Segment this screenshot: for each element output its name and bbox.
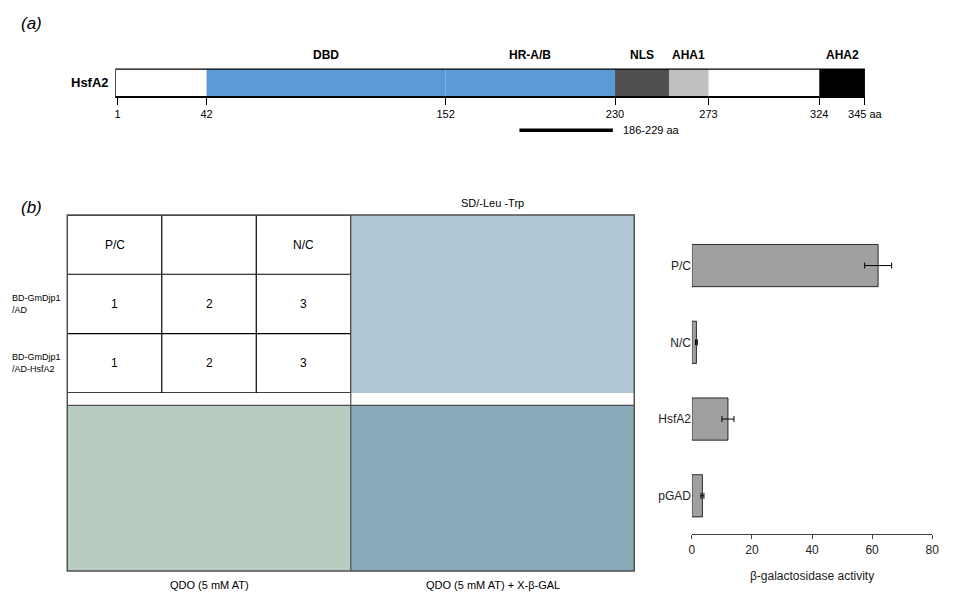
svg-text:β-galactosidase activity: β-galactosidase activity	[750, 569, 874, 583]
svg-text:42: 42	[200, 108, 212, 120]
svg-text:QDO (5 mM AT) + X-β-GAL: QDO (5 mM AT) + X-β-GAL	[426, 579, 560, 591]
svg-text:N/C: N/C	[293, 238, 314, 252]
svg-text:152: 152	[436, 108, 454, 120]
svg-text:1: 1	[111, 356, 118, 370]
svg-text:324: 324	[810, 108, 828, 120]
svg-text:P/C: P/C	[671, 259, 691, 273]
svg-text:AHA1: AHA1	[672, 48, 705, 62]
svg-text:HsfA2: HsfA2	[658, 412, 691, 426]
svg-text:BD-GmDjp1/AD: BD-GmDjp1/AD	[12, 293, 61, 315]
svg-text:SD/-Leu -Trp: SD/-Leu -Trp	[461, 197, 524, 209]
svg-text:1: 1	[111, 297, 118, 311]
svg-text:1: 1	[114, 108, 120, 120]
svg-text:pGAD: pGAD	[658, 489, 691, 503]
svg-text:AHA2: AHA2	[826, 48, 859, 62]
svg-text:3: 3	[300, 297, 307, 311]
svg-text:60: 60	[865, 543, 879, 557]
svg-text:NLS: NLS	[630, 48, 654, 62]
svg-text:20: 20	[745, 543, 759, 557]
svg-text:N/C: N/C	[670, 336, 691, 350]
svg-text:345 aa: 345 aa	[848, 108, 883, 120]
svg-text:0: 0	[689, 543, 696, 557]
svg-text:186-229 aa: 186-229 aa	[623, 124, 680, 136]
svg-text:QDO (5 mM AT): QDO (5 mM AT)	[170, 579, 249, 591]
svg-text:3: 3	[300, 356, 307, 370]
svg-text:(a): (a)	[21, 14, 42, 33]
svg-text:230: 230	[606, 108, 624, 120]
svg-text:P/C: P/C	[105, 238, 125, 252]
svg-text:(b): (b)	[21, 198, 42, 217]
svg-text:BD-GmDjp1/AD-HsfA2: BD-GmDjp1/AD-HsfA2	[12, 352, 61, 374]
svg-text:80: 80	[925, 543, 939, 557]
svg-text:273: 273	[699, 108, 717, 120]
svg-text:2: 2	[206, 356, 213, 370]
svg-text:40: 40	[805, 543, 819, 557]
svg-text:2: 2	[206, 297, 213, 311]
svg-text:DBD: DBD	[313, 48, 339, 62]
svg-text:HR-A/B: HR-A/B	[509, 48, 551, 62]
svg-text:HsfA2: HsfA2	[71, 75, 109, 90]
